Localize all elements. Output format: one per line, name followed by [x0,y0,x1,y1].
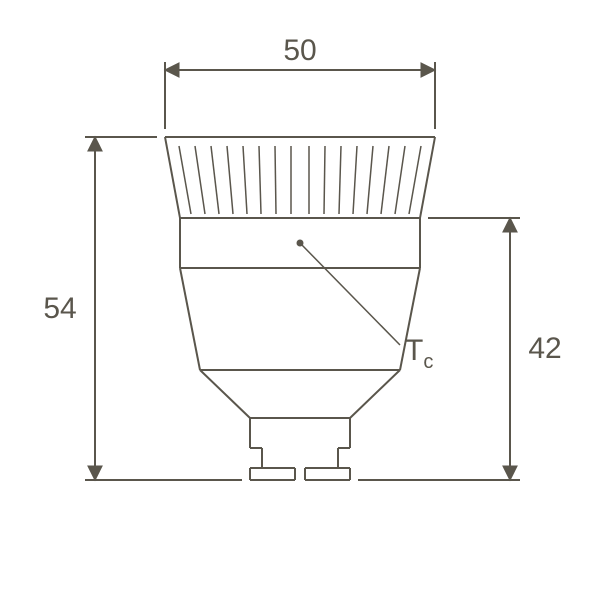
shoulder-right [350,370,400,418]
tc-label-sub: c [423,351,433,373]
lamp-dimension-diagram: Tc 50 54 42 [0,0,600,600]
tc-label: Tc [405,334,433,373]
dim-height-left-label: 54 [43,292,76,325]
tc-label-main: T [405,334,423,367]
tc-leader [300,243,400,345]
body-left [180,268,200,370]
dim-width-top-label: 50 [283,34,316,67]
dim-height-right-label: 42 [528,332,561,365]
reflector-ribs [179,146,421,214]
shoulder-left [200,370,250,418]
reflector-left [165,137,180,218]
reflector-right [420,137,435,218]
